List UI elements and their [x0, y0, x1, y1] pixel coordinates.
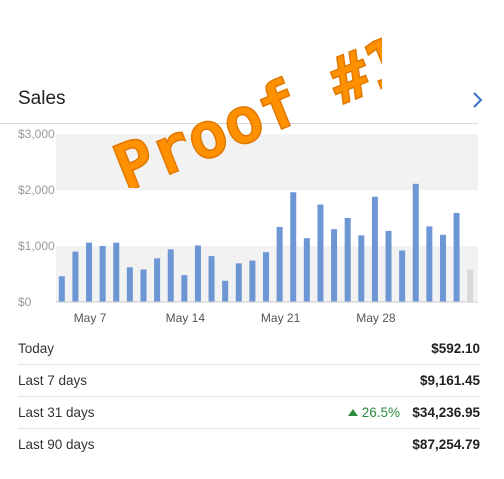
bar[interactable]: [263, 252, 269, 302]
y-tick-label: $2,000: [18, 183, 55, 197]
trend-indicator: 26.5%: [347, 405, 400, 420]
bar[interactable]: [467, 269, 474, 302]
grid-band: [56, 190, 478, 246]
y-tick-label: $1,000: [18, 239, 55, 253]
bar[interactable]: [331, 229, 338, 302]
bar[interactable]: [439, 234, 446, 302]
bar[interactable]: [113, 242, 120, 302]
bar[interactable]: [181, 275, 188, 302]
row-label: Today: [18, 341, 55, 356]
bar[interactable]: [86, 242, 93, 302]
summary-row-last-7-days: Last 7 days $9,161.45: [18, 365, 480, 397]
bar[interactable]: [412, 183, 419, 302]
row-value: $34,236.95: [412, 405, 480, 420]
trend-percent: 26.5%: [361, 405, 400, 420]
chevron-right-icon[interactable]: [470, 90, 484, 110]
x-tick-label: May 28: [356, 311, 396, 325]
summary-row-today: Today $592.10: [18, 333, 480, 365]
bar[interactable]: [317, 204, 324, 302]
trend-up-icon: [347, 409, 358, 416]
bar[interactable]: [249, 260, 256, 302]
y-tick-label: $0: [18, 295, 32, 309]
row-value: $87,254.79: [412, 437, 480, 452]
bar[interactable]: [276, 226, 283, 302]
summary-row-last-31-days: Last 31 days 26.5% $34,236.95: [18, 397, 480, 429]
widget-header: Sales: [18, 88, 488, 114]
row-label: Last 7 days: [18, 373, 88, 388]
bar[interactable]: [399, 250, 406, 302]
bar[interactable]: [453, 212, 460, 302]
bar[interactable]: [235, 263, 242, 302]
row-value: $592.10: [431, 341, 480, 356]
bar[interactable]: [126, 267, 133, 302]
bar[interactable]: [208, 256, 215, 302]
bar[interactable]: [358, 235, 365, 302]
bar[interactable]: [167, 249, 174, 302]
x-tick-label: May 21: [261, 311, 301, 325]
bar[interactable]: [99, 246, 106, 302]
bar[interactable]: [222, 280, 229, 302]
summary-list: Today $592.10 Last 7 days $9,161.45 Last…: [18, 333, 480, 460]
grid-band: [56, 134, 478, 190]
bar[interactable]: [303, 238, 310, 302]
bar[interactable]: [194, 245, 201, 302]
summary-row-last-90-days: Last 90 days $87,254.79: [18, 429, 480, 460]
bar[interactable]: [290, 192, 297, 302]
bar[interactable]: [426, 226, 433, 302]
row-label: Last 90 days: [18, 437, 95, 452]
sales-bar-chart: $3,000 $2,000 $1,000 $0 May 7 May 14 May 21 May…: [18, 127, 478, 325]
row-label: Last 31 days: [18, 405, 95, 420]
bar[interactable]: [385, 230, 392, 302]
x-tick-label: May 14: [166, 311, 206, 325]
bar[interactable]: [58, 276, 65, 302]
y-tick-label: $3,000: [18, 127, 55, 141]
bar[interactable]: [140, 269, 147, 302]
bar[interactable]: [154, 258, 161, 302]
bar[interactable]: [72, 251, 79, 302]
bar[interactable]: [371, 196, 378, 302]
widget-title: Sales: [18, 88, 66, 109]
bar[interactable]: [344, 218, 351, 302]
header-divider: [0, 123, 478, 124]
row-value: $9,161.45: [419, 373, 480, 388]
x-tick-label: May 7: [74, 311, 107, 325]
